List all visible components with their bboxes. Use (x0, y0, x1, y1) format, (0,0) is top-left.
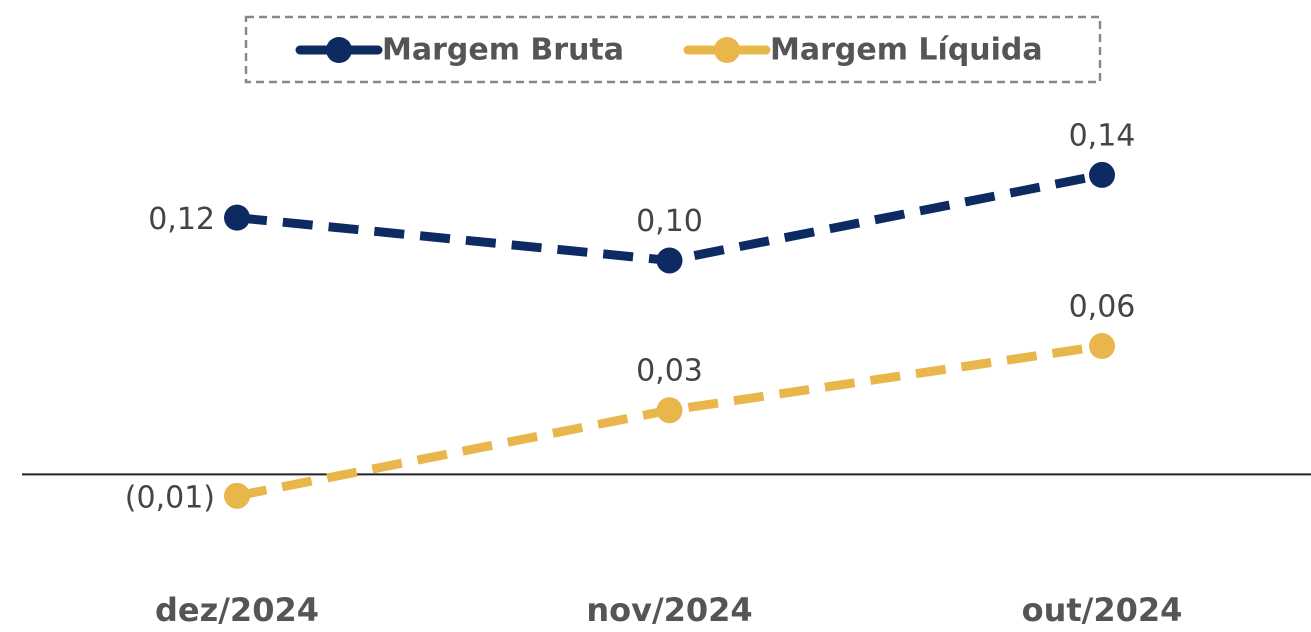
legend-label: Margem Bruta (382, 33, 624, 68)
data-label: 0,03 (636, 354, 703, 389)
x-tick-label: out/2024 (1022, 591, 1183, 628)
data-label: 0,10 (636, 204, 703, 239)
data-label: 0,12 (148, 202, 215, 237)
data-point (656, 247, 683, 274)
data-point (224, 482, 250, 509)
data-point (656, 397, 683, 424)
x-tick-label: dez/2024 (155, 591, 319, 628)
data-point (1089, 161, 1115, 188)
legend-marker (326, 37, 352, 63)
data-label: (0,01) (125, 480, 215, 515)
x-tick-label: nov/2024 (586, 591, 752, 628)
legend-label: Margem Líquida (770, 33, 1043, 68)
legend-box (244, 15, 1102, 84)
legend-marker (714, 37, 740, 63)
data-point (224, 204, 250, 231)
data-point (1089, 333, 1115, 360)
data-label: 0,06 (1069, 290, 1136, 325)
data-label: 0,14 (1069, 118, 1136, 153)
